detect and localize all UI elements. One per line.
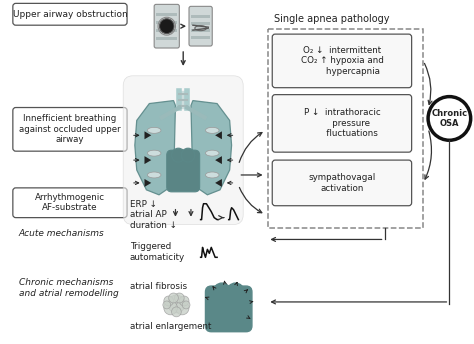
Text: Chronic
OSA: Chronic OSA bbox=[431, 109, 467, 128]
Polygon shape bbox=[215, 179, 222, 187]
FancyBboxPatch shape bbox=[156, 29, 177, 32]
FancyBboxPatch shape bbox=[272, 160, 411, 206]
Polygon shape bbox=[135, 100, 175, 195]
FancyBboxPatch shape bbox=[272, 95, 411, 152]
Circle shape bbox=[175, 301, 189, 315]
Polygon shape bbox=[145, 156, 151, 164]
Ellipse shape bbox=[205, 150, 219, 156]
Text: Innefficient breathing
against occluded upper
airway: Innefficient breathing against occluded … bbox=[19, 115, 121, 144]
FancyBboxPatch shape bbox=[123, 76, 243, 225]
FancyBboxPatch shape bbox=[205, 286, 252, 332]
Text: atrial fibrosis: atrial fibrosis bbox=[130, 282, 187, 291]
Text: Acute mechanisms: Acute mechanisms bbox=[18, 228, 104, 238]
Circle shape bbox=[227, 283, 244, 301]
Polygon shape bbox=[191, 100, 232, 195]
Polygon shape bbox=[145, 179, 151, 187]
Text: O₂ ↓  intermittent
CO₂ ↑ hypoxia and
        hypercapnia: O₂ ↓ intermittent CO₂ ↑ hypoxia and hype… bbox=[301, 46, 383, 76]
Circle shape bbox=[174, 293, 184, 303]
Polygon shape bbox=[145, 131, 151, 139]
Circle shape bbox=[172, 307, 181, 317]
Circle shape bbox=[428, 97, 471, 140]
Circle shape bbox=[172, 148, 185, 162]
FancyBboxPatch shape bbox=[167, 150, 200, 192]
Ellipse shape bbox=[205, 172, 219, 178]
FancyBboxPatch shape bbox=[191, 22, 210, 25]
FancyBboxPatch shape bbox=[156, 21, 177, 24]
Circle shape bbox=[169, 293, 178, 303]
Text: Arrhythmogenic
AF-substrate: Arrhythmogenic AF-substrate bbox=[35, 193, 105, 213]
FancyBboxPatch shape bbox=[191, 29, 210, 32]
FancyBboxPatch shape bbox=[191, 15, 210, 18]
Circle shape bbox=[213, 283, 231, 301]
Circle shape bbox=[179, 296, 189, 306]
Text: sympathovagal
activation: sympathovagal activation bbox=[308, 173, 375, 193]
Ellipse shape bbox=[205, 127, 219, 133]
Circle shape bbox=[181, 148, 195, 162]
FancyBboxPatch shape bbox=[156, 36, 177, 40]
Circle shape bbox=[164, 301, 177, 315]
Circle shape bbox=[163, 301, 171, 309]
Circle shape bbox=[164, 296, 173, 306]
Text: ERP ↓
atrial AP
duration ↓: ERP ↓ atrial AP duration ↓ bbox=[130, 200, 177, 229]
FancyBboxPatch shape bbox=[189, 6, 212, 46]
Text: Triggered
automaticity: Triggered automaticity bbox=[130, 243, 185, 262]
Polygon shape bbox=[215, 131, 222, 139]
Polygon shape bbox=[215, 156, 222, 164]
Text: Single apnea pathology: Single apnea pathology bbox=[273, 14, 389, 24]
Circle shape bbox=[182, 301, 190, 309]
FancyBboxPatch shape bbox=[154, 4, 179, 48]
Text: Upper airway obstruction: Upper airway obstruction bbox=[13, 10, 128, 19]
Ellipse shape bbox=[195, 26, 207, 31]
Circle shape bbox=[168, 295, 185, 313]
Circle shape bbox=[159, 19, 174, 34]
FancyBboxPatch shape bbox=[156, 13, 177, 16]
FancyBboxPatch shape bbox=[191, 36, 210, 39]
Text: Chronic mechanisms
and atrial remodelling: Chronic mechanisms and atrial remodellin… bbox=[18, 278, 118, 298]
FancyBboxPatch shape bbox=[272, 34, 411, 88]
FancyBboxPatch shape bbox=[13, 3, 127, 25]
Ellipse shape bbox=[147, 172, 161, 178]
FancyBboxPatch shape bbox=[13, 188, 127, 218]
FancyBboxPatch shape bbox=[13, 108, 127, 151]
Text: P ↓  intrathoracic
       pressure
       fluctuations: P ↓ intrathoracic pressure fluctuations bbox=[303, 108, 380, 138]
Ellipse shape bbox=[147, 150, 161, 156]
Text: atrial enlargement: atrial enlargement bbox=[130, 322, 211, 331]
Ellipse shape bbox=[147, 127, 161, 133]
